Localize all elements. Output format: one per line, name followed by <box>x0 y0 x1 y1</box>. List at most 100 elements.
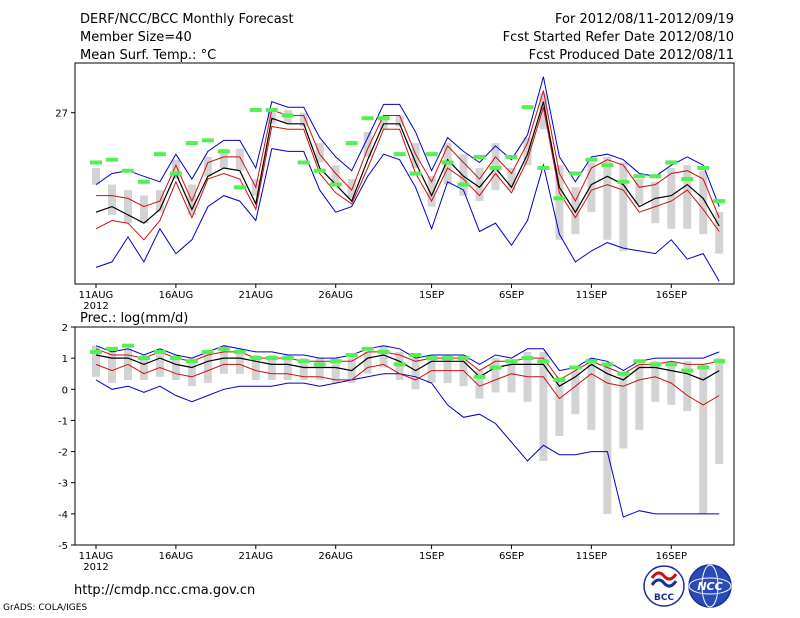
prec-spread-box <box>411 358 420 390</box>
bcc-logo-swirl-red <box>650 571 678 581</box>
forecast-produced-date: Fcst Produced Date 2012/08/11 <box>528 48 734 63</box>
prec-ytick-label: 2 <box>62 323 68 334</box>
temp-spread-box <box>475 167 484 202</box>
prec-spread-box <box>139 355 148 380</box>
prec-spread-box <box>443 355 452 384</box>
temp-spread-box <box>427 176 436 207</box>
prec-p5-line <box>95 363 720 406</box>
temp-spread-box <box>683 165 692 229</box>
prec-spread-box <box>187 358 196 387</box>
member-size-label: Member Size=40 <box>80 30 192 45</box>
prec-plot-frame <box>74 326 735 546</box>
temp-spread-box <box>331 165 340 185</box>
prec-spread-box <box>251 355 260 380</box>
precip-variable-label: Prec.: log(mm/d) <box>80 311 189 326</box>
temp-max-line <box>95 76 720 207</box>
temp-spread-box <box>347 179 356 199</box>
temp-spread-box <box>667 167 676 229</box>
prec-ytick-label: 0 <box>62 385 68 396</box>
temp-min-line <box>95 148 720 282</box>
prec-spread-box <box>683 361 692 412</box>
temp-spread-box <box>299 112 308 127</box>
prec-p95-line <box>95 348 720 381</box>
temp-xtick-label: 21AUG <box>238 290 273 301</box>
prec-spread-box <box>92 345 100 377</box>
forecast-start-date: Fcst Started Refer Date 2012/08/10 <box>502 30 734 45</box>
temp-xtick-year: 2012 <box>83 301 108 312</box>
prec-spread-box <box>235 348 244 374</box>
prec-xtick-label: 21AUG <box>238 551 273 562</box>
prec-xtick-label: 1SEP <box>419 551 444 562</box>
prec-ytick-label: 1 <box>62 354 68 365</box>
temp-xtick-label: 11AUG <box>79 290 114 301</box>
temp-spread-box <box>523 137 532 166</box>
temp-spread-box <box>635 179 644 204</box>
prec-spread-box <box>363 351 372 374</box>
precipitation-panel: 2 1 0 -1 -2 -3 -4 -5 11AUG 16AUG 21AUG 26AUG 1SEP 6SE… <box>58 323 735 573</box>
prec-spread-box <box>203 351 212 384</box>
prec-spread-box <box>379 345 388 368</box>
prec-spread-box <box>555 376 564 436</box>
prec-spread-box <box>219 345 228 374</box>
prec-spread-box <box>107 351 116 384</box>
prec-spread-box <box>491 358 500 393</box>
temperature-panel: 27 11AUG 16AUG 21AUG 26AUG 1SEP 6SEP 11SEP 16SEP… <box>55 62 735 312</box>
temp-spread-box <box>571 187 580 235</box>
temp-spread-box <box>139 195 148 224</box>
temp-p95-line <box>96 90 720 218</box>
temp-spread-box <box>219 148 228 168</box>
prec-xtick-label: 26AUG <box>318 551 353 562</box>
temp-spread-box <box>379 115 388 130</box>
temp-xtick-label: 1SEP <box>419 290 444 301</box>
ncc-logo-longitude <box>701 564 719 608</box>
temp-spread-box <box>395 115 404 127</box>
forecast-period: For 2012/08/11-2012/09/19 <box>555 12 734 27</box>
prec-spread-box <box>475 370 484 399</box>
prec-xtick-label: 11AUG <box>79 551 114 562</box>
temp-spread-box <box>92 167 100 185</box>
bcc-logo-swirl-blue <box>650 578 678 588</box>
ncc-logo-text: NCC <box>697 580 722 593</box>
prec-ytick-label: -3 <box>58 479 68 490</box>
temp-ytick-label: 27 <box>55 109 68 120</box>
temp-xtick-label: 11SEP <box>576 290 607 301</box>
temp-plot-frame <box>74 62 735 285</box>
prec-spread-box <box>507 361 516 393</box>
temp-spread-box <box>187 184 196 215</box>
prec-spread-box <box>427 355 436 384</box>
prec-min-line <box>95 373 720 518</box>
bcc-logo-text: BCC <box>654 593 674 603</box>
temp-spread-box <box>171 159 180 180</box>
temp-xtick-label: 26AUG <box>318 290 353 301</box>
prec-spread-box <box>331 358 340 384</box>
temp-p5-line <box>95 107 720 241</box>
prec-spread-box <box>315 358 324 380</box>
prec-xtick-label: 16AUG <box>159 551 194 562</box>
temp-ensemble-mean-line <box>95 101 720 227</box>
ncc-logo-latitude <box>688 577 732 595</box>
prec-xtick-label: 11SEP <box>576 551 607 562</box>
temp-spread-box <box>235 148 244 171</box>
prec-spread-box <box>539 351 548 461</box>
prec-spread-box <box>603 364 612 514</box>
prec-ytick-label: -5 <box>58 541 68 552</box>
prec-spread-box <box>699 364 708 514</box>
prec-xtick-year: 2012 <box>83 562 108 573</box>
prec-spread-box <box>283 355 292 380</box>
source-url[interactable]: http://cmdp.ncc.cma.gov.cn <box>74 583 256 598</box>
prec-max-line <box>95 345 720 372</box>
temp-spread-box <box>651 181 660 224</box>
temp-spread-box <box>315 143 324 163</box>
temp-spread-box <box>459 154 468 196</box>
temp-xtick-label: 6SEP <box>499 290 524 301</box>
prec-ytick-label: -4 <box>58 510 68 521</box>
prec-spread-box <box>715 358 724 465</box>
prec-ytick-label: -2 <box>58 448 68 459</box>
prec-ensemble-mean-line <box>95 354 720 387</box>
prec-spread-box <box>299 358 308 380</box>
prec-spread-box <box>171 355 180 380</box>
ncc-logo: NCC <box>688 564 732 608</box>
bcc-logo: BCC <box>643 565 685 607</box>
temp-spread-box <box>603 156 612 240</box>
prec-spread-box <box>619 373 628 449</box>
